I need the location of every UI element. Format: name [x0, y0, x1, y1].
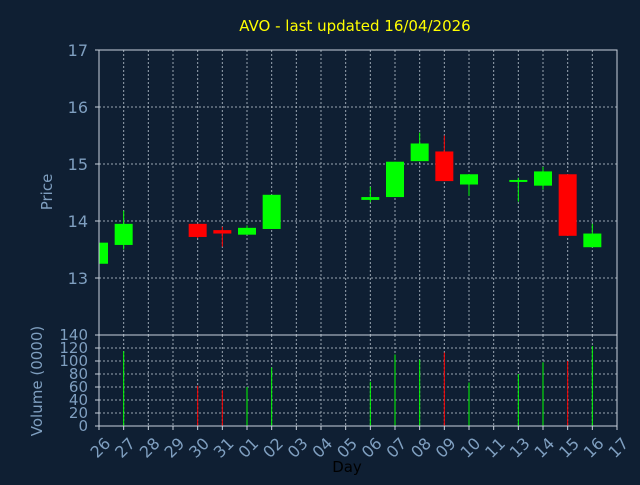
- x-axis-label: Day: [332, 458, 362, 476]
- candle-13: [509, 177, 528, 202]
- volume-gridlines: [99, 335, 617, 426]
- candle-body: [238, 227, 256, 235]
- x-tick-label: 30: [185, 434, 213, 462]
- x-axis-ticks: 2627282930310102030405060708091011131415…: [86, 426, 632, 462]
- candle-07: [386, 161, 404, 198]
- volume-axis-label: Volume (0000): [28, 326, 46, 436]
- volume-tick-label: 100: [59, 352, 88, 370]
- volume-tick-label: 0: [78, 417, 88, 435]
- candle-body: [509, 179, 528, 182]
- volume-tick-label: 40: [69, 391, 88, 409]
- candle-09: [435, 135, 454, 182]
- volume-bars: [123, 346, 593, 426]
- candle-31: [213, 226, 232, 247]
- candle-27: [114, 210, 133, 250]
- candle-16: [583, 223, 602, 248]
- volume-panel-frame: [98, 334, 618, 427]
- x-tick-label: 15: [555, 434, 583, 462]
- candle-body: [583, 233, 602, 248]
- volume-tick-label: 80: [69, 365, 88, 383]
- candle-15: [558, 174, 577, 236]
- x-tick-label: 17: [604, 434, 632, 462]
- price-candles: [98, 132, 602, 264]
- candle-body: [410, 143, 429, 162]
- candle-14: [534, 166, 552, 190]
- candle-body: [262, 194, 281, 229]
- candle-26: [98, 242, 108, 264]
- x-tick-label: 29: [160, 434, 188, 462]
- volume-tick-label: 140: [59, 326, 88, 344]
- price-gridlines: [99, 49, 617, 335]
- candle-02: [262, 194, 281, 229]
- x-tick-label: 08: [407, 434, 435, 462]
- candle-body: [114, 223, 133, 245]
- candle-body: [188, 223, 207, 237]
- volume-tick-label: 120: [59, 339, 88, 357]
- price-axis-label: Price: [38, 174, 56, 211]
- x-tick-label: 10: [456, 434, 484, 462]
- candle-30: [188, 223, 207, 239]
- x-tick-label: 16: [580, 434, 608, 462]
- x-tick-label: 27: [111, 434, 139, 462]
- candle-body: [213, 230, 232, 234]
- x-tick-label: 07: [382, 434, 410, 462]
- candle-body: [99, 242, 108, 264]
- x-tick-label: 26: [86, 434, 114, 462]
- candle-body: [361, 197, 380, 200]
- price-tick-label: 13: [68, 269, 88, 288]
- candle-08: [410, 132, 429, 162]
- x-tick-label: 06: [358, 434, 386, 462]
- candle-body: [386, 161, 404, 198]
- chart-title: AVO - last updated 16/04/2026: [239, 17, 470, 35]
- x-tick-label: 11: [481, 434, 509, 462]
- x-tick-label: 01: [234, 434, 262, 462]
- candle-body: [534, 171, 552, 186]
- volume-tick-label: 60: [69, 378, 88, 396]
- price-tick-label: 17: [68, 41, 88, 60]
- price-tick-label: 16: [68, 98, 88, 117]
- x-tick-label: 09: [432, 434, 460, 462]
- x-tick-label: 13: [506, 434, 534, 462]
- candle-body: [460, 174, 478, 185]
- candle-06: [361, 186, 380, 203]
- price-panel-frame: [98, 49, 618, 336]
- x-tick-label: 31: [210, 434, 238, 462]
- candle-10: [460, 174, 478, 196]
- x-tick-label: 03: [284, 434, 312, 462]
- x-tick-label: 02: [259, 434, 287, 462]
- price-tick-label: 14: [68, 212, 88, 231]
- price-tick-label: 15: [68, 155, 88, 174]
- candle-01: [238, 225, 256, 235]
- candle-body: [435, 151, 454, 182]
- candle-body: [558, 174, 577, 236]
- price-axis-ticks: 13 14 15 16 17: [68, 41, 99, 288]
- x-tick-label: 14: [530, 434, 558, 462]
- x-tick-label: 28: [136, 434, 164, 462]
- volume-tick-label: 20: [69, 404, 88, 422]
